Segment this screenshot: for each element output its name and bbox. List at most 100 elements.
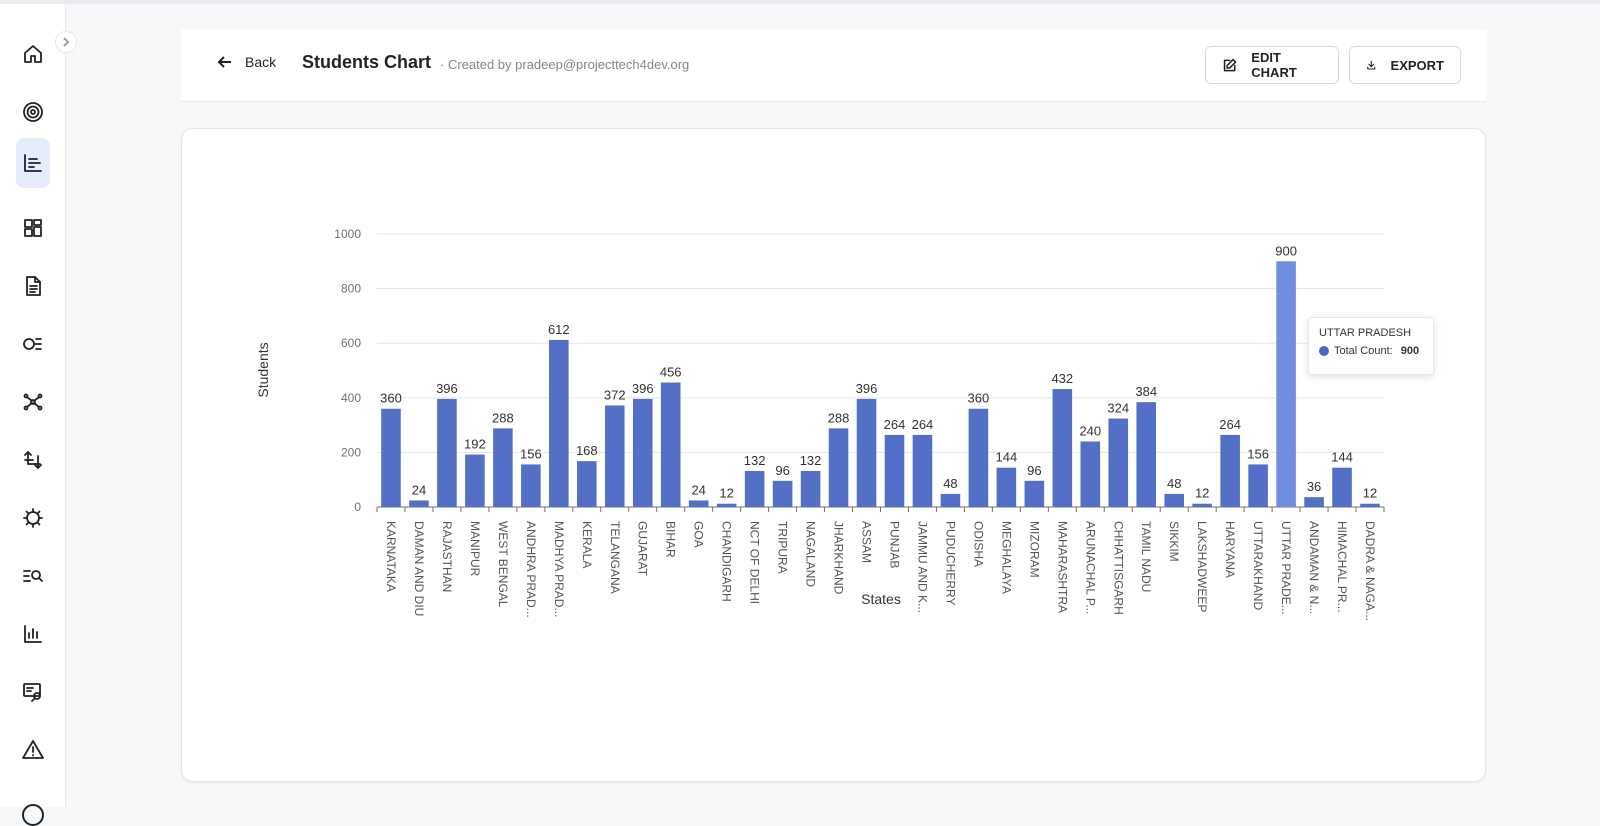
y-tick-label: 0 bbox=[354, 500, 361, 514]
x-tick-label: GOA bbox=[692, 521, 706, 548]
sidebar-item-network[interactable] bbox=[16, 377, 50, 427]
warning-icon bbox=[22, 740, 44, 759]
bar bbox=[1024, 480, 1045, 507]
edit-chart-button[interactable]: EDIT CHART bbox=[1205, 46, 1339, 84]
data-label: 264 bbox=[912, 417, 934, 432]
x-tick-label: JAMMU AND K... bbox=[915, 521, 929, 613]
x-tick-label: ANDHRA PRAD... bbox=[524, 521, 538, 618]
sidebar-item-settings[interactable] bbox=[16, 493, 50, 543]
sidebar-item-home[interactable] bbox=[16, 29, 50, 79]
sidebar-item-target[interactable] bbox=[16, 87, 50, 137]
x-tick-label: NCT OF DELHI bbox=[748, 521, 762, 604]
bar bbox=[660, 382, 681, 507]
bar bbox=[856, 398, 877, 507]
y-tick-label: 400 bbox=[341, 391, 361, 405]
chevron-right-icon bbox=[63, 37, 70, 47]
data-label: 24 bbox=[691, 482, 705, 497]
data-label: 384 bbox=[1135, 384, 1157, 399]
x-tick-label: KERALA bbox=[580, 521, 594, 568]
x-tick-label: PUNJAB bbox=[887, 521, 901, 568]
data-label: 360 bbox=[380, 391, 402, 406]
tooltip-row: Total Count: 900 bbox=[1319, 345, 1423, 357]
home-icon bbox=[24, 45, 42, 63]
edit-icon bbox=[1223, 58, 1237, 71]
x-tick-label: ARUNACHAL P... bbox=[1083, 521, 1097, 614]
bar bbox=[381, 408, 401, 507]
data-label: 144 bbox=[1331, 450, 1353, 465]
bar bbox=[521, 464, 541, 507]
data-label: 192 bbox=[464, 437, 486, 452]
x-axis-title: States bbox=[861, 591, 901, 607]
bar bbox=[1108, 418, 1129, 507]
data-label: 264 bbox=[884, 417, 906, 432]
data-label: 36 bbox=[1307, 479, 1321, 494]
bar bbox=[465, 454, 485, 507]
data-label: 240 bbox=[1079, 423, 1101, 438]
transform-icon bbox=[24, 451, 42, 469]
bar bbox=[1136, 402, 1157, 507]
sidebar-collapse-button[interactable] bbox=[55, 31, 77, 53]
x-tick-label: MANIPUR bbox=[468, 521, 482, 577]
data-label: 900 bbox=[1275, 243, 1297, 258]
avatar[interactable] bbox=[22, 804, 44, 826]
data-label: 396 bbox=[856, 381, 878, 396]
bar bbox=[1332, 467, 1352, 507]
sidebar-item-dashboards[interactable] bbox=[16, 203, 50, 253]
sidebar-item-transform[interactable] bbox=[16, 435, 50, 485]
bar bbox=[549, 339, 569, 507]
back-button[interactable]: Back bbox=[217, 54, 276, 70]
bar bbox=[1276, 261, 1296, 507]
bar bbox=[1192, 503, 1212, 507]
data-label: 288 bbox=[492, 410, 514, 425]
flow-icon bbox=[23, 338, 42, 350]
bar bbox=[772, 480, 793, 507]
settings-gear-icon bbox=[23, 508, 43, 528]
export-button[interactable]: EXPORT bbox=[1349, 46, 1461, 84]
x-tick-label: CHHATTISGARH bbox=[1111, 521, 1125, 615]
data-label: 168 bbox=[576, 443, 598, 458]
bar bbox=[1360, 503, 1380, 507]
data-label: 144 bbox=[996, 450, 1018, 465]
bar bbox=[716, 503, 737, 507]
x-tick-label: UTTAR PRADE... bbox=[1279, 521, 1293, 615]
bar bbox=[1248, 464, 1268, 507]
arrow-left-icon bbox=[217, 56, 231, 68]
bar bbox=[1052, 389, 1073, 507]
bar bbox=[437, 398, 457, 507]
target-icon bbox=[23, 102, 43, 122]
x-tick-label: RAJASTHAN bbox=[440, 521, 454, 592]
x-tick-label: MADHYA PRAD... bbox=[552, 521, 566, 617]
sidebar-item-monitor[interactable] bbox=[16, 667, 50, 717]
y-tick-label: 1000 bbox=[334, 227, 361, 241]
chart-header: Back Students Chart · Created by pradeep… bbox=[181, 30, 1486, 102]
bar bbox=[577, 461, 597, 507]
x-tick-label: HIMACHAL PR... bbox=[1335, 521, 1349, 613]
data-label: 48 bbox=[943, 476, 957, 491]
tooltip-value: 900 bbox=[1400, 345, 1420, 357]
x-tick-label: TELANGANA bbox=[608, 521, 622, 594]
data-label: 96 bbox=[775, 463, 789, 478]
back-label: Back bbox=[245, 54, 277, 70]
bar bbox=[1164, 493, 1184, 507]
sidebar-item-reports[interactable] bbox=[16, 261, 50, 311]
x-tick-label: NAGALAND bbox=[804, 521, 818, 587]
x-tick-label: TAMIL NADU bbox=[1139, 521, 1153, 592]
bar bbox=[800, 470, 821, 507]
sidebar-item-analytics[interactable] bbox=[16, 609, 50, 659]
x-tick-label: GUJARAT bbox=[636, 521, 650, 577]
chart-tooltip: UTTAR PRADESH Total Count: 900 bbox=[1308, 317, 1434, 375]
x-tick-label: MIZORAM bbox=[1027, 521, 1041, 578]
page-title: Students Chart bbox=[302, 52, 432, 72]
sidebar-item-charts[interactable] bbox=[16, 138, 50, 188]
data-label: 132 bbox=[800, 453, 822, 468]
sidebar-item-alerts[interactable] bbox=[16, 725, 50, 775]
data-label: 12 bbox=[719, 486, 733, 501]
sidebar bbox=[0, 4, 66, 826]
document-icon bbox=[26, 276, 41, 296]
x-tick-label: JHARKHAND bbox=[832, 521, 846, 595]
x-tick-label: HARYANA bbox=[1223, 521, 1237, 578]
sidebar-item-explore[interactable] bbox=[16, 551, 50, 601]
data-label: 372 bbox=[604, 387, 626, 402]
edit-chart-label: EDIT CHART bbox=[1251, 50, 1297, 80]
sidebar-item-flows[interactable] bbox=[16, 319, 50, 369]
